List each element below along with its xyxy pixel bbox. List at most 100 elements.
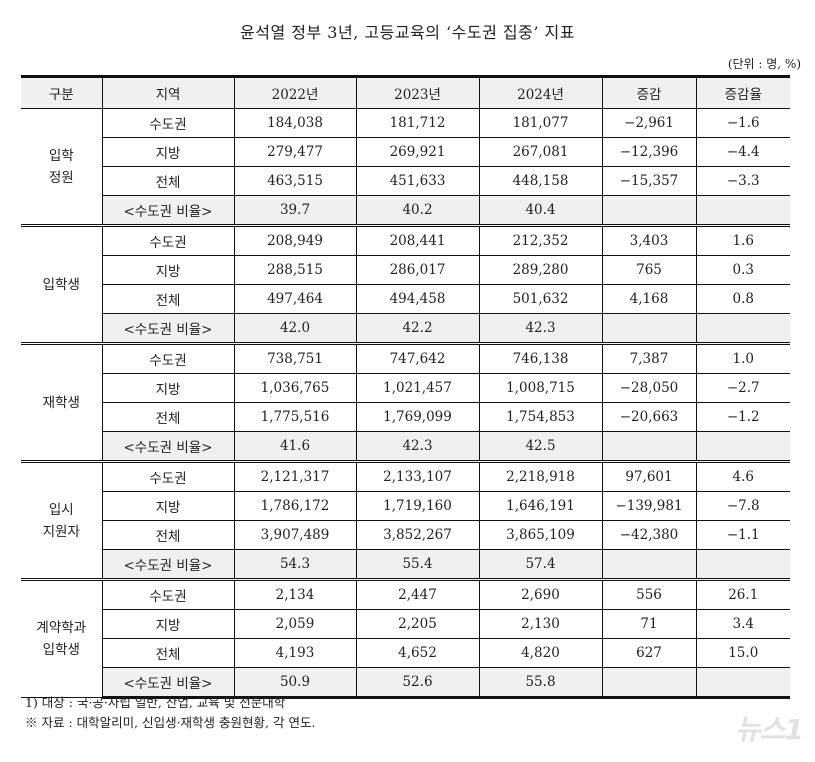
value-2024: 746,138 [478, 342, 603, 374]
table-row: 전체 463,515 451,633 448,158 −15,357 −3.3 [21, 166, 790, 196]
empty-diagonal-cell [695, 667, 790, 699]
value-2023: 2,447 [355, 578, 480, 610]
change-rate-cell: 0.8 [695, 284, 790, 314]
value-2022: 208,949 [233, 224, 357, 256]
value-2024: 181,077 [478, 108, 603, 138]
value-2022: 2,134 [233, 578, 357, 610]
value-2024: 1,754,853 [478, 402, 603, 432]
value-2023: 42.3 [355, 431, 480, 462]
value-2022: 2,059 [233, 609, 357, 639]
value-2023: 269,921 [355, 137, 480, 167]
value-2024: 55.8 [478, 667, 603, 699]
change-rate-cell: −2.7 [695, 373, 790, 403]
value-2022: 3,907,489 [233, 520, 357, 550]
table-row: <수도권 비율> 42.0 42.2 42.3 [21, 313, 790, 344]
change-rate-cell: 0.3 [695, 255, 790, 285]
change-cell: 71 [601, 609, 697, 639]
value-2023: 40.2 [355, 195, 480, 226]
table-body: 입학 정원 수도권 184,038 181,712 181,077 −2,961 −1.6 지방… [21, 108, 790, 699]
empty-diagonal-cell [695, 313, 790, 344]
value-2024: 57.4 [478, 549, 603, 580]
value-2022: 184,038 [233, 108, 357, 138]
region-cell: 지방 [102, 137, 235, 167]
value-2024: 4,820 [478, 638, 603, 668]
change-cell: 556 [601, 578, 697, 610]
value-2022: 288,515 [233, 255, 357, 285]
change-cell: 627 [601, 638, 697, 668]
change-cell: −2,961 [601, 108, 697, 138]
group-label-line: 재학생 [42, 394, 80, 411]
value-2022: 50.9 [233, 667, 357, 699]
table-row: <수도권 비율> 50.9 52.6 55.8 [21, 667, 790, 699]
value-2024: 267,081 [478, 137, 603, 167]
value-2023: 1,021,457 [355, 373, 480, 403]
value-2023: 208,441 [355, 224, 480, 256]
change-rate-cell: 15.0 [695, 638, 790, 668]
value-2023: 3,852,267 [355, 520, 480, 550]
table-row: 전체 3,907,489 3,852,267 3,865,109 −42,380 −1.1 [21, 520, 790, 550]
region-cell: <수도권 비율> [102, 431, 235, 462]
header-change-rate: 증감율 [695, 75, 790, 109]
empty-diagonal-cell [695, 195, 790, 226]
region-cell: <수도권 비율> [102, 313, 235, 344]
value-2023: 2,205 [355, 609, 480, 639]
group-label-line: 입학 [48, 147, 74, 164]
value-2022: 2,121,317 [233, 460, 357, 492]
region-cell: 수도권 [101, 342, 235, 374]
table-row: 지방 279,477 269,921 267,081 −12,396 −4.4 [21, 137, 790, 167]
value-2024: 3,865,109 [478, 520, 603, 550]
header-region: 지역 [101, 75, 235, 109]
change-rate-cell: 26.1 [695, 578, 790, 610]
news-watermark-logo: 뉴스1 [734, 713, 804, 746]
value-2024: 42.5 [478, 431, 603, 462]
region-cell: 지방 [102, 373, 235, 403]
table-row: 지방 288,515 286,017 289,280 765 0.3 [21, 255, 790, 285]
table-row: <수도권 비율> 41.6 42.3 42.5 [21, 431, 790, 462]
region-cell: <수도권 비율> [102, 549, 235, 580]
footnote-source: ※ 자료 : 대학알리미, 신입생·재학생 충원현황, 각 연도. [25, 715, 316, 730]
change-rate-cell: 1.0 [695, 342, 790, 374]
value-2023: 747,642 [355, 342, 480, 374]
change-cell: 7,387 [601, 342, 697, 374]
group-label-line: 정원 [48, 169, 74, 186]
value-2022: 738,751 [233, 342, 357, 374]
header-2023: 2023년 [355, 75, 480, 109]
value-2024: 289,280 [478, 255, 603, 285]
empty-diagonal-cell [601, 549, 697, 580]
change-cell: −12,396 [601, 137, 697, 167]
value-2022: 42.0 [233, 313, 357, 344]
group-label-line: 입시 [48, 501, 74, 518]
value-2024: 501,632 [478, 284, 603, 314]
value-2023: 4,652 [355, 638, 480, 668]
table-row: 입학 정원 수도권 184,038 181,712 181,077 −2,961 −1.6 [21, 108, 790, 226]
value-2022: 1,786,172 [233, 491, 357, 521]
value-2022: 279,477 [233, 137, 357, 167]
value-2022: 41.6 [233, 431, 357, 462]
group-label-line: 계약학과 [36, 620, 87, 636]
value-2023: 55.4 [355, 549, 480, 580]
region-cell: 지방 [102, 255, 235, 285]
change-rate-cell: −1.2 [695, 402, 790, 432]
value-2024: 40.4 [478, 195, 603, 226]
table-row: 입시 지원자 수도권 2,121,317 2,133,107 2,218,918 97,60… [21, 460, 790, 580]
region-cell: 수도권 [101, 224, 235, 256]
region-cell: 지방 [102, 491, 235, 521]
header-category: 구분 [21, 75, 103, 109]
change-cell: −42,380 [601, 520, 697, 550]
region-cell: 전체 [102, 284, 235, 314]
value-2023: 451,633 [355, 166, 480, 196]
change-cell: −20,663 [601, 402, 697, 432]
value-2022: 4,193 [233, 638, 357, 668]
table-row: 재학생 수도권 738,751 747,642 746,138 7,387 1.0 [21, 342, 790, 462]
value-2024: 448,158 [478, 166, 603, 196]
table-header-row: 구분 지역 2022년 2023년 2024년 증감 증감율 [21, 75, 790, 109]
empty-diagonal-cell [695, 431, 790, 462]
value-2023: 2,133,107 [355, 460, 480, 492]
value-2023: 52.6 [355, 667, 480, 699]
empty-diagonal-cell [601, 667, 697, 699]
value-2024: 212,352 [478, 224, 603, 256]
region-cell: 전체 [102, 166, 235, 196]
value-2024: 1,646,191 [478, 491, 603, 521]
unit-label: (단위 : 명, %) [727, 57, 801, 71]
